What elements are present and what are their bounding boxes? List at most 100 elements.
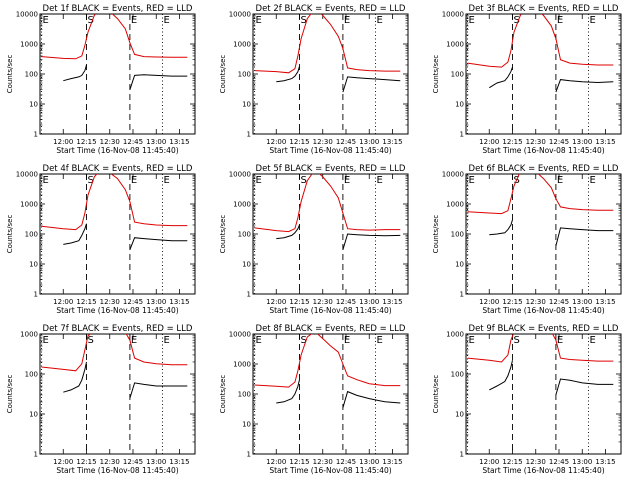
x-axis-label: Start Time (16-Nov-08 11:45:40)	[269, 466, 391, 475]
x-tick-label: 12:30	[313, 458, 333, 466]
x-tick-label: 13:00	[359, 458, 379, 466]
events-series-line	[129, 74, 188, 90]
y-tick-label: 100	[451, 71, 464, 79]
y-tick-label: 100	[451, 231, 464, 239]
marker-label: E	[557, 175, 563, 186]
chart-title: Det 6f BLACK = Events, RED = LLD	[469, 164, 619, 174]
marker-label: E	[589, 335, 595, 346]
plot-frame	[252, 333, 409, 455]
x-axis-label: Start Time (16-Nov-08 11:45:40)	[56, 146, 178, 155]
events-series-line	[489, 360, 513, 391]
marker-label: E	[469, 15, 475, 26]
x-axis-label: Start Time (16-Nov-08 11:45:40)	[269, 146, 391, 155]
y-tick-label: 1	[460, 131, 464, 139]
events-series-line	[63, 361, 87, 393]
marker-label: S	[514, 335, 520, 346]
x-tick-label: 13:00	[146, 298, 166, 306]
y-tick-label: 1000	[20, 201, 38, 209]
marker-label: E	[256, 175, 262, 186]
x-tick-label: 12:00	[53, 458, 73, 466]
x-axis-label: Start Time (16-Nov-08 11:45:40)	[56, 306, 178, 315]
marker-label: S	[88, 15, 94, 26]
y-tick-label: 1000	[233, 41, 251, 49]
y-axis-label: Counts/sec	[6, 375, 14, 414]
chart-title: Det 3f BLACK = Events, RED = LLD	[469, 4, 619, 14]
y-tick-label: 1000	[233, 201, 251, 209]
panel-det-4: Det 4f BLACK = Events, RED = LLD Counts/s…	[6, 164, 196, 315]
y-tick-label: 1	[460, 451, 464, 459]
x-tick-label: 12:00	[266, 298, 286, 306]
x-tick-label: 12:15	[502, 138, 522, 146]
x-tick-label: 12:30	[526, 298, 546, 306]
x-tick-label: 12:30	[313, 138, 333, 146]
events-series-line	[555, 79, 614, 93]
plot-frame	[39, 333, 196, 455]
marker-label: E	[469, 175, 475, 186]
marker-label: E	[589, 15, 595, 26]
marker-label: E	[589, 175, 595, 186]
lld-series-line	[467, 14, 614, 68]
x-tick-label: 12:15	[289, 138, 309, 146]
y-tick-label: 10	[242, 421, 251, 429]
marker-label: E	[43, 175, 49, 186]
x-tick-label: 13:00	[572, 138, 592, 146]
x-axis-label: Start Time (16-Nov-08 11:45:40)	[482, 146, 604, 155]
events-series-line	[342, 233, 401, 250]
x-tick-label: 12:45	[123, 138, 143, 146]
marker-label: S	[514, 15, 520, 26]
x-tick-label: 12:45	[549, 458, 569, 466]
x-tick-label: 12:15	[76, 138, 96, 146]
x-tick-label: 12:30	[100, 138, 120, 146]
y-tick-label: 1	[460, 291, 464, 299]
x-tick-label: 12:45	[549, 298, 569, 306]
events-series-line	[489, 219, 513, 236]
panel-det-6: Det 6f BLACK = Events, RED = LLD Counts/s…	[432, 164, 622, 315]
panel-det-2: Det 2f BLACK = Events, RED = LLD Counts/s…	[219, 4, 409, 155]
x-tick-label: 12:15	[502, 298, 522, 306]
panel-det-8: Det 8f BLACK = Events, RED = LLD Counts/s…	[219, 324, 409, 475]
marker-label: E	[256, 15, 262, 26]
x-tick-label: 13:00	[359, 298, 379, 306]
y-tick-label: 1	[34, 291, 38, 299]
y-tick-label: 1	[34, 131, 38, 139]
lld-series-line	[41, 14, 188, 60]
y-tick-label: 1000	[233, 361, 251, 369]
y-axis-label: Counts/sec	[6, 215, 14, 254]
marker-label: S	[88, 335, 94, 346]
chart-title: Det 7f BLACK = Events, RED = LLD	[43, 324, 193, 334]
events-series-line	[276, 66, 300, 83]
marker-label: S	[301, 175, 307, 186]
events-series-line	[129, 382, 188, 399]
y-axis-label: Counts/sec	[219, 375, 227, 414]
marker-label: E	[469, 335, 475, 346]
y-tick-label: 1	[247, 451, 251, 459]
x-tick-label: 12:00	[266, 138, 286, 146]
events-series-line	[489, 66, 513, 89]
events-series-line	[342, 76, 401, 93]
x-tick-label: 12:45	[336, 298, 356, 306]
x-tick-label: 13:00	[572, 458, 592, 466]
y-tick-label: 100	[25, 71, 38, 79]
x-axis-label: Start Time (16-Nov-08 11:45:40)	[482, 466, 604, 475]
y-tick-label: 100	[238, 391, 251, 399]
chart-title: Det 9f BLACK = Events, RED = LLD	[469, 324, 619, 334]
marker-label: E	[163, 175, 169, 186]
x-axis-label: Start Time (16-Nov-08 11:45:40)	[269, 306, 391, 315]
x-tick-label: 12:15	[502, 458, 522, 466]
marker-label: E	[131, 15, 137, 26]
plot-frame	[465, 333, 622, 455]
x-tick-label: 13:15	[595, 298, 615, 306]
events-series-line	[276, 379, 300, 404]
marker-label: E	[376, 335, 382, 346]
x-tick-label: 12:15	[289, 458, 309, 466]
y-tick-label: 1000	[20, 331, 38, 339]
chart-title: Det 4f BLACK = Events, RED = LLD	[43, 164, 193, 174]
y-tick-label: 100	[25, 231, 38, 239]
x-tick-label: 12:00	[53, 138, 73, 146]
chart-title: Det 5f BLACK = Events, RED = LLD	[256, 164, 406, 174]
marker-label: E	[43, 15, 49, 26]
y-tick-label: 10	[242, 261, 251, 269]
y-tick-label: 1000	[446, 331, 464, 339]
lld-series-line	[41, 334, 188, 372]
y-axis-label: Counts/sec	[6, 55, 14, 94]
